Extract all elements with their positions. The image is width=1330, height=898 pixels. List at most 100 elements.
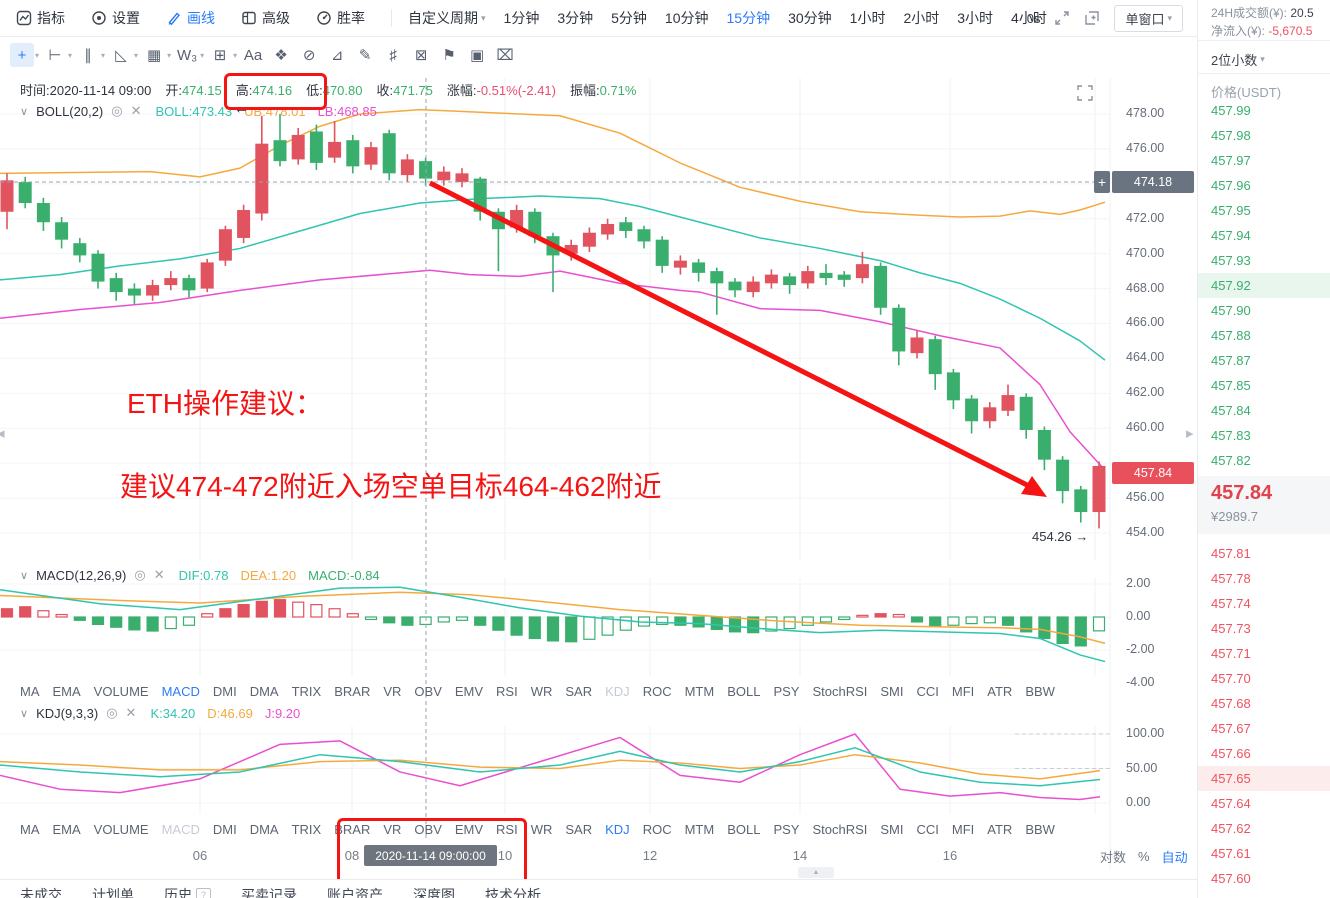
gear-icon[interactable]: ◎: [106, 705, 118, 720]
tab-ma[interactable]: MA: [20, 683, 40, 699]
collapse-icon[interactable]: ∨: [20, 569, 29, 582]
bottom-tab-未成交[interactable]: 未成交: [20, 887, 62, 898]
period-4小时[interactable]: 4小时: [1011, 10, 1047, 26]
percent-scale-toggle[interactable]: %: [1138, 849, 1150, 864]
tab-atr[interactable]: ATR: [987, 683, 1013, 699]
order-book-price-row[interactable]: 457.96: [1211, 178, 1251, 193]
ruler-tool[interactable]: ⊿: [325, 43, 349, 67]
period-15分钟[interactable]: 15分钟: [726, 10, 771, 26]
close-icon[interactable]: ✕: [153, 567, 165, 582]
period-5分钟[interactable]: 5分钟: [611, 10, 647, 26]
tab-dma[interactable]: DMA: [249, 821, 279, 837]
tab-rsi[interactable]: RSI: [496, 683, 518, 699]
order-book-price-row[interactable]: 457.71: [1211, 646, 1251, 661]
close-icon[interactable]: ✕: [130, 103, 142, 118]
text-tool[interactable]: Aa: [241, 43, 265, 67]
tab-psy[interactable]: PSY: [773, 821, 800, 837]
lock-tool[interactable]: ⊠: [409, 43, 433, 67]
tab-bbw[interactable]: BBW: [1025, 821, 1055, 837]
template-tool[interactable]: ▣: [465, 43, 489, 67]
period-30分钟[interactable]: 30分钟: [788, 10, 832, 26]
scroll-left-arrow[interactable]: ◂: [0, 425, 5, 442]
tab-mtm[interactable]: MTM: [684, 821, 715, 837]
position-tool[interactable]: ⊞ ▾: [208, 43, 237, 67]
collapse-icon[interactable]: ∨: [20, 707, 29, 720]
tab-sar[interactable]: SAR: [565, 683, 593, 699]
tab-smi[interactable]: SMI: [880, 683, 904, 699]
shape-tool[interactable]: ◺ ▾: [109, 43, 138, 67]
bottom-tab-账户资产[interactable]: 账户资产: [327, 887, 383, 898]
tab-vr[interactable]: VR: [383, 683, 402, 699]
period-10分钟[interactable]: 10分钟: [664, 10, 709, 26]
menu-advanced[interactable]: 高级: [241, 8, 290, 28]
log-scale-toggle[interactable]: 对数: [1100, 850, 1127, 865]
tab-bbw[interactable]: BBW: [1025, 683, 1055, 699]
period-2小时[interactable]: 2小时: [903, 10, 940, 26]
gann-tool[interactable]: ▦ ▾: [142, 43, 171, 67]
tab-ema[interactable]: EMA: [52, 683, 81, 699]
tab-dma[interactable]: DMA: [249, 683, 279, 699]
order-book-price-row[interactable]: 457.98: [1211, 128, 1251, 143]
tab-rsi[interactable]: RSI: [496, 821, 518, 837]
order-book-price-row[interactable]: 457.65: [1198, 766, 1330, 791]
gear-icon[interactable]: ◎: [111, 103, 123, 118]
scroll-right-arrow[interactable]: ▸: [1186, 425, 1194, 442]
collapse-panel-button[interactable]: ▲: [798, 867, 834, 878]
menu-draw[interactable]: 画线: [166, 8, 215, 28]
tab-dmi[interactable]: DMI: [212, 821, 237, 837]
tab-obv[interactable]: OBV: [414, 821, 442, 837]
tab-obv[interactable]: OBV: [414, 683, 442, 699]
order-book-price-row[interactable]: 457.88: [1211, 328, 1251, 343]
tab-brar[interactable]: BRAR: [334, 683, 371, 699]
tab-stochrsi[interactable]: StochRSI: [812, 821, 868, 837]
window-mode-button[interactable]: 单窗口 ▾: [1114, 4, 1183, 32]
tab-sar[interactable]: SAR: [565, 821, 593, 837]
add-window-icon[interactable]: [1084, 10, 1100, 26]
tab-dmi[interactable]: DMI: [212, 683, 237, 699]
custom-period-dropdown[interactable]: 自定义周期 ▾: [408, 8, 486, 28]
tab-cci[interactable]: CCI: [916, 683, 939, 699]
order-book-price-row[interactable]: 457.85: [1211, 378, 1251, 393]
tab-macd[interactable]: MACD: [161, 683, 200, 699]
tab-ma[interactable]: MA: [20, 821, 40, 837]
collapse-icon[interactable]: ∨: [20, 105, 29, 118]
segment-tool[interactable]: ⊢ ▾: [43, 43, 72, 67]
period-1分钟[interactable]: 1分钟: [503, 10, 540, 26]
tab-psy[interactable]: PSY: [773, 683, 800, 699]
tab-wr[interactable]: WR: [530, 821, 553, 837]
close-icon[interactable]: ✕: [125, 705, 137, 720]
order-book-price-row[interactable]: 457.67: [1211, 721, 1251, 736]
order-book-price-row[interactable]: 457.82: [1211, 453, 1251, 468]
bottom-tab-买卖记录[interactable]: 买卖记录: [241, 887, 297, 898]
period-1小时[interactable]: 1小时: [849, 10, 886, 26]
bottom-tab-计划单[interactable]: 计划单: [92, 887, 134, 898]
tab-macd[interactable]: MACD: [161, 821, 200, 837]
tab-stochrsi[interactable]: StochRSI: [812, 683, 868, 699]
add-order-plus-button[interactable]: +: [1094, 171, 1110, 193]
order-book-price-row[interactable]: 457.90: [1211, 303, 1251, 318]
order-book-price-row[interactable]: 457.70: [1211, 671, 1251, 686]
help-icon[interactable]: ?: [196, 887, 211, 898]
order-book-price-row[interactable]: 457.94: [1211, 228, 1251, 243]
order-book-price-row[interactable]: 457.93: [1211, 253, 1251, 268]
tab-boll[interactable]: BOLL: [727, 821, 761, 837]
tab-atr[interactable]: ATR: [987, 821, 1013, 837]
tab-emv[interactable]: EMV: [454, 683, 484, 699]
tab-trix[interactable]: TRIX: [291, 821, 322, 837]
menu-winrate[interactable]: 胜率: [316, 8, 365, 28]
tab-mfi[interactable]: MFI: [951, 821, 975, 837]
period-3分钟[interactable]: 3分钟: [557, 10, 594, 26]
order-book-price-row[interactable]: 457.61: [1211, 846, 1251, 861]
tab-trix[interactable]: TRIX: [291, 683, 322, 699]
order-book-price-row[interactable]: 457.81: [1211, 546, 1251, 561]
order-book-price-row[interactable]: 457.95: [1211, 203, 1251, 218]
tab-roc[interactable]: ROC: [642, 821, 672, 837]
price-line-tag[interactable]: 474.18: [1112, 171, 1194, 193]
order-book-price-row[interactable]: 457.60: [1211, 871, 1251, 886]
bookmark-tool[interactable]: ⚑: [437, 43, 461, 67]
bottom-tab-历史[interactable]: 历史?: [164, 885, 211, 898]
order-book-price-row[interactable]: 457.87: [1211, 353, 1251, 368]
tab-boll[interactable]: BOLL: [727, 683, 761, 699]
tab-ema[interactable]: EMA: [52, 821, 81, 837]
tab-cci[interactable]: CCI: [916, 821, 939, 837]
